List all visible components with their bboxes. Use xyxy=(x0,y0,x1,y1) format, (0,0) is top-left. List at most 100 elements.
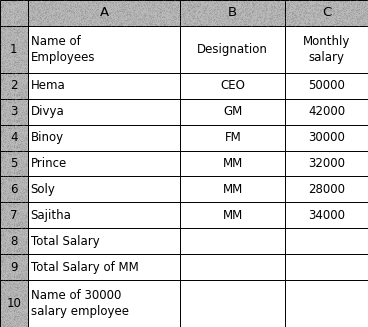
Point xyxy=(195,10,201,15)
Point xyxy=(14,211,20,216)
Point xyxy=(22,146,28,151)
Point xyxy=(203,4,209,9)
Point xyxy=(23,69,29,74)
Point xyxy=(325,7,331,12)
Point xyxy=(137,16,143,22)
Point xyxy=(162,23,168,28)
Point xyxy=(1,323,7,327)
Point xyxy=(0,133,4,138)
Point xyxy=(2,196,8,201)
Point xyxy=(155,6,161,11)
Point xyxy=(6,94,12,99)
Point xyxy=(4,132,10,137)
Point xyxy=(88,7,93,12)
Point xyxy=(178,11,184,16)
Point xyxy=(292,11,298,17)
Point xyxy=(6,315,12,320)
Point xyxy=(21,322,27,327)
Point xyxy=(14,159,20,164)
Point xyxy=(295,6,301,11)
Point xyxy=(0,293,4,298)
Point xyxy=(172,6,178,11)
Point xyxy=(223,0,229,4)
Point xyxy=(11,191,17,196)
Point xyxy=(285,5,291,10)
Point xyxy=(325,0,331,6)
Point xyxy=(6,44,11,49)
Point xyxy=(125,9,131,14)
Point xyxy=(14,33,20,38)
Point xyxy=(343,13,348,18)
Point xyxy=(3,59,8,64)
Point xyxy=(9,239,15,244)
Point xyxy=(261,0,267,6)
Point xyxy=(37,0,43,4)
Point xyxy=(23,13,29,18)
Point xyxy=(3,237,9,243)
Point xyxy=(4,84,10,90)
Point xyxy=(14,253,20,258)
Point xyxy=(229,12,234,17)
Point xyxy=(312,5,318,10)
Point xyxy=(6,94,12,99)
Point xyxy=(14,32,20,37)
Point xyxy=(0,273,4,278)
Point xyxy=(287,21,293,26)
Point xyxy=(24,196,29,201)
Point xyxy=(21,312,26,317)
Point xyxy=(275,5,281,10)
Point xyxy=(0,164,6,169)
Point xyxy=(22,162,28,167)
Point xyxy=(19,254,25,259)
Point xyxy=(31,1,37,7)
Point xyxy=(298,8,304,13)
Point xyxy=(2,274,8,279)
Point xyxy=(246,13,252,19)
Point xyxy=(72,4,78,9)
Point xyxy=(13,16,18,22)
Point xyxy=(53,19,59,24)
Point xyxy=(0,159,6,164)
Point xyxy=(219,15,225,20)
Point xyxy=(19,195,25,200)
Point xyxy=(275,13,280,18)
Point xyxy=(13,132,18,137)
Point xyxy=(11,110,17,115)
Point xyxy=(11,117,17,122)
Point xyxy=(11,272,17,277)
Point xyxy=(19,142,25,147)
Point xyxy=(21,70,26,76)
Point xyxy=(180,14,186,19)
Point xyxy=(161,22,167,27)
Point xyxy=(240,3,245,8)
Point xyxy=(102,0,108,5)
Point xyxy=(365,0,368,4)
Point xyxy=(16,55,22,60)
Point xyxy=(22,60,28,65)
Point xyxy=(0,190,4,195)
Point xyxy=(13,141,18,146)
Point xyxy=(5,311,11,317)
Point xyxy=(19,18,25,24)
Bar xyxy=(28,0,180,26)
Point xyxy=(238,9,244,15)
Point xyxy=(106,21,112,26)
Point xyxy=(173,10,178,15)
Point xyxy=(205,15,211,20)
Point xyxy=(225,10,231,15)
Point xyxy=(340,21,346,26)
Point xyxy=(24,170,29,175)
Point xyxy=(12,103,18,109)
Point xyxy=(19,120,25,125)
Point xyxy=(6,308,11,313)
Point xyxy=(241,21,247,26)
Point xyxy=(12,216,18,221)
Point xyxy=(0,24,4,29)
Point xyxy=(17,241,23,246)
Point xyxy=(14,119,20,124)
Point xyxy=(23,320,29,325)
Point xyxy=(334,9,340,14)
Point xyxy=(258,23,264,28)
Point xyxy=(234,17,240,23)
Point xyxy=(23,19,29,25)
